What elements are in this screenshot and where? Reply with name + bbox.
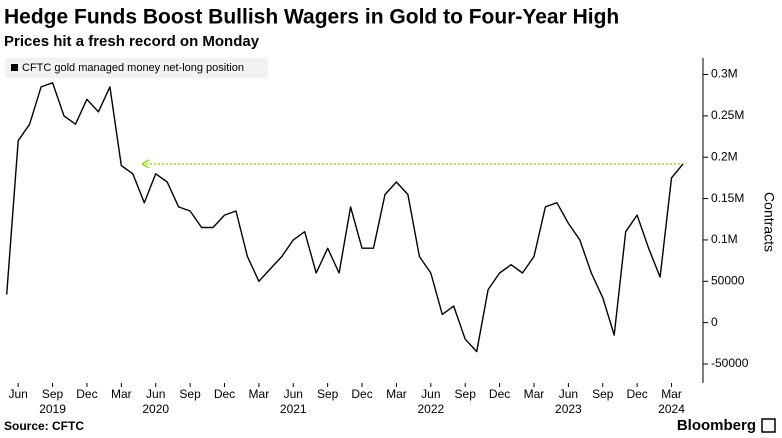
x-year-label: 2024 bbox=[658, 402, 685, 416]
y-tick-label: 0.15M bbox=[711, 191, 744, 205]
chart-subtitle: Prices hit a fresh record on Monday bbox=[4, 33, 260, 50]
brand: Bloomberg bbox=[677, 417, 756, 434]
data-line bbox=[6, 82, 684, 353]
x-tick-label: Jun bbox=[146, 387, 165, 401]
y-tick-label: 0 bbox=[711, 315, 718, 329]
brand-icon bbox=[761, 418, 776, 433]
y-tick-label: 0.2M bbox=[711, 149, 738, 163]
legend-box bbox=[5, 58, 268, 78]
x-tick-label: Mar bbox=[524, 387, 545, 401]
legend-swatch bbox=[11, 64, 18, 71]
y-tick-label: 50000 bbox=[711, 273, 745, 287]
x-tick-label: Jun bbox=[8, 387, 27, 401]
x-tick-label: Sep bbox=[455, 387, 477, 401]
reference-arrowhead bbox=[141, 159, 150, 169]
source: Source: CFTC bbox=[4, 419, 84, 433]
x-tick-label: Dec bbox=[489, 387, 510, 401]
x-tick-label: Dec bbox=[351, 387, 372, 401]
x-year-label: 2022 bbox=[417, 402, 444, 416]
x-tick-label: Mar bbox=[249, 387, 270, 401]
y-tick-label: 0.1M bbox=[711, 232, 738, 246]
legend-label: CFTC gold managed money net-long positio… bbox=[22, 62, 244, 74]
y-tick-label: 0.3M bbox=[711, 67, 738, 81]
x-tick-label: Jun bbox=[421, 387, 440, 401]
x-tick-label: Sep bbox=[592, 387, 614, 401]
x-tick-label: Sep bbox=[42, 387, 64, 401]
x-tick-label: Mar bbox=[386, 387, 407, 401]
x-tick-label: Sep bbox=[179, 387, 201, 401]
y-tick-label: -50000 bbox=[711, 356, 749, 370]
x-tick-label: Dec bbox=[626, 387, 647, 401]
y-axis-label: Contracts bbox=[761, 192, 777, 252]
x-year-label: 2023 bbox=[555, 402, 582, 416]
x-tick-label: Mar bbox=[111, 387, 132, 401]
x-tick-label: Dec bbox=[76, 387, 97, 401]
x-tick-label: Sep bbox=[317, 387, 339, 401]
x-tick-label: Dec bbox=[214, 387, 235, 401]
x-tick-label: Jun bbox=[559, 387, 578, 401]
x-tick-label: Mar bbox=[661, 387, 682, 401]
x-year-label: 2019 bbox=[39, 402, 66, 416]
chart-title: Hedge Funds Boost Bullish Wagers in Gold… bbox=[4, 6, 619, 29]
x-year-label: 2020 bbox=[142, 402, 169, 416]
y-tick-label: 0.25M bbox=[711, 108, 744, 122]
x-tick-label: Jun bbox=[284, 387, 303, 401]
x-year-label: 2021 bbox=[280, 402, 307, 416]
